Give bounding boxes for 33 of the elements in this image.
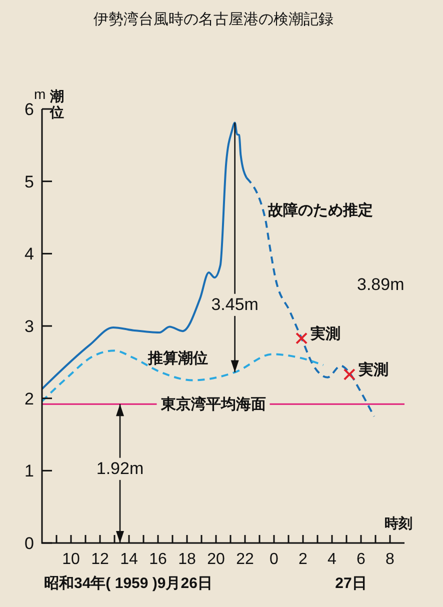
annotation: 故障のため推定 [267, 201, 373, 219]
x-tick-label: 16 [149, 551, 167, 568]
annotation: 実測 [310, 324, 341, 342]
x-tick-label: 14 [120, 551, 138, 568]
chart-title: 伊勢湾台風時の名古屋港の検潮記録 [94, 11, 334, 28]
y-tick-label: 4 [24, 244, 34, 264]
x-tick-label: 10 [62, 551, 80, 568]
annotation: 3.89m [357, 275, 404, 294]
text: 昭和34年( 1959 )9月26日 [44, 575, 212, 592]
y-tick-label: 3 [24, 317, 34, 336]
y-tick-label: 5 [24, 172, 34, 192]
x-tick-label: 12 [91, 551, 109, 568]
x-tick-label: 4 [328, 551, 337, 568]
text: m [34, 86, 46, 102]
y-tick-label: 6 [24, 100, 34, 119]
y-tick-label: 2 [24, 389, 34, 408]
y-tick-label: 1 [24, 462, 34, 481]
annotation: 推算潮位 [147, 350, 208, 367]
x-tick-label: 22 [236, 551, 254, 568]
text: 27日 [335, 575, 367, 592]
x-axis-title: 時刻 [384, 515, 412, 531]
x-tick-label: 0 [270, 551, 279, 568]
x-tick-label: 8 [386, 551, 395, 568]
x-tick-label: 6 [356, 551, 366, 568]
annotation: 3.45m [211, 295, 258, 314]
annotation: 1.92m [96, 459, 144, 478]
y-axis-title: 潮位 [49, 88, 64, 120]
ref-line-label: 東京湾平均海面 [160, 395, 266, 414]
x-tick-label: 18 [178, 551, 196, 568]
x-tick-label: 2 [298, 551, 308, 568]
y-tick-label: 0 [24, 534, 34, 553]
x-tick-label: 20 [207, 551, 225, 568]
annotation: 実測 [357, 360, 388, 378]
